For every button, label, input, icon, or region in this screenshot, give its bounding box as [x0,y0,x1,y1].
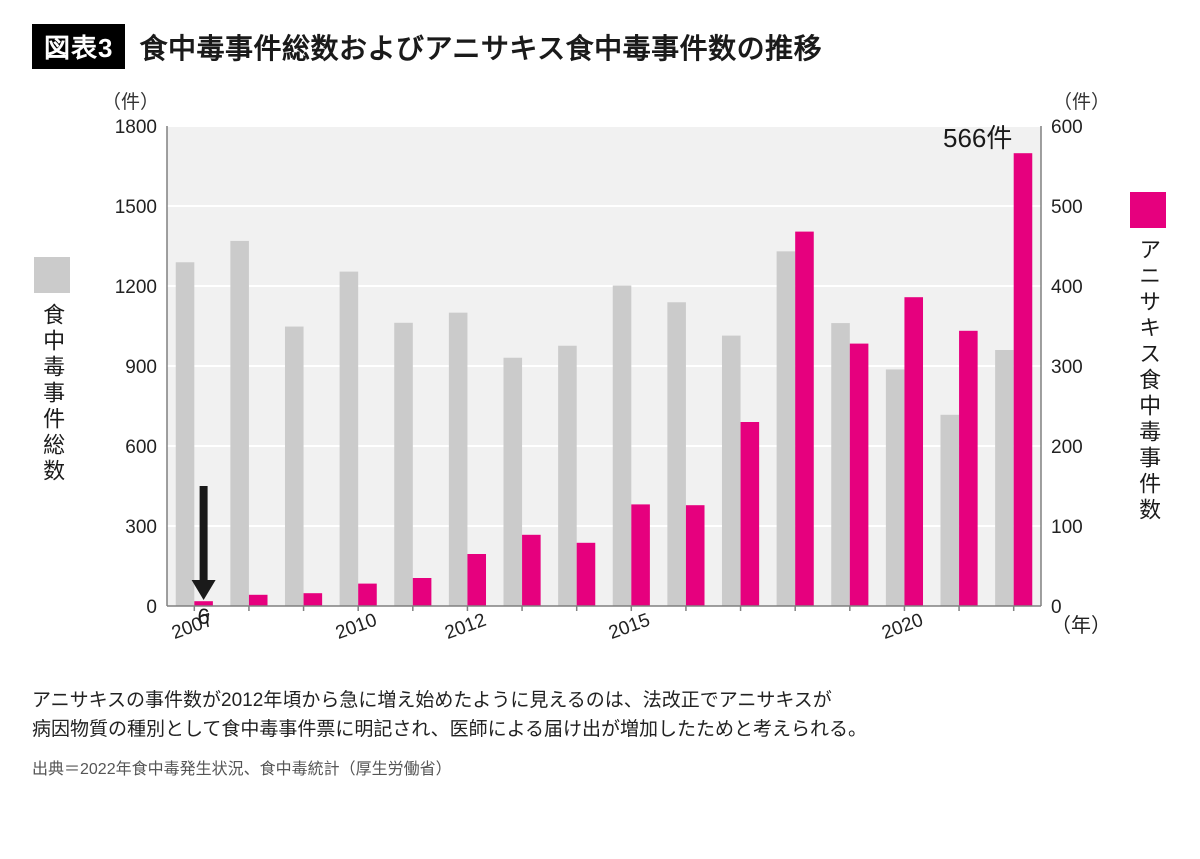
svg-text:6: 6 [197,604,209,629]
legend-label-total: 食中毒事件総数 [40,303,64,485]
footnote: アニサキスの事件数が2012年頃から急に増え始めたように見えるのは、法改正でアニ… [32,686,1168,745]
bar-total [667,302,686,606]
bar-chart: 0300600900120015001800010020030040050060… [80,116,1114,676]
svg-text:300: 300 [1051,357,1083,378]
svg-text:1500: 1500 [115,197,157,218]
legend-left: 食中毒事件総数 [32,257,72,485]
bar-total [285,327,304,606]
bar-total [722,336,741,606]
source: 出典＝2022年食中毒発生状況、食中毒統計（厚生労働省） [32,755,1168,779]
bar-total [777,251,796,606]
svg-text:2020: 2020 [879,610,926,644]
figure-title: 食中毒事件総数およびアニサキス食中毒事件数の推移 [139,27,822,67]
bar-anisakis [850,344,869,606]
bar-total [995,350,1014,606]
svg-text:500: 500 [1051,197,1083,218]
bar-anisakis [467,554,486,606]
bar-anisakis [959,331,978,606]
svg-text:600: 600 [125,437,157,458]
legend-right: アニサキス食中毒事件数 [1128,192,1168,524]
bar-anisakis [249,595,268,606]
bar-total [394,323,413,606]
bar-total [230,241,249,606]
bar-anisakis [904,297,923,606]
bar-anisakis [522,535,541,606]
svg-text:（年）: （年） [1051,614,1111,637]
svg-text:100: 100 [1051,517,1083,538]
svg-text:600: 600 [1051,117,1083,138]
svg-text:2010: 2010 [333,610,380,644]
chart-wrap: 食中毒事件総数 （件） （件） 030060090012001500180001… [32,87,1168,676]
svg-text:2015: 2015 [606,610,653,644]
bar-total [503,358,522,606]
unit-row: （件） （件） [80,87,1114,116]
bar-total [886,369,905,606]
right-unit: （件） [1053,87,1110,114]
svg-text:300: 300 [125,517,157,538]
bar-anisakis [304,593,323,606]
bar-anisakis [741,422,760,606]
bar-total [613,285,632,606]
bar-anisakis [795,232,814,606]
left-unit: （件） [102,87,159,114]
bar-anisakis [1014,153,1033,606]
bar-total [831,323,850,606]
bar-anisakis [358,584,377,606]
legend-swatch-total [34,257,70,293]
svg-text:1800: 1800 [115,117,157,138]
legend-label-anisakis: アニサキス食中毒事件数 [1136,238,1160,524]
footnote-line-1: アニサキスの事件数が2012年頃から急に増え始めたように見えるのは、法改正でアニ… [32,690,832,711]
bar-total [558,346,577,606]
svg-text:900: 900 [125,357,157,378]
bar-total [940,415,959,606]
chart-column: （件） （件） 03006009001200150018000100200300… [80,87,1114,676]
bar-total [176,262,195,606]
figure-badge: 図表3 [32,24,125,69]
svg-text:200: 200 [1051,437,1083,458]
bar-total [449,313,468,606]
svg-text:566件: 566件 [943,123,1012,153]
svg-text:1200: 1200 [115,277,157,298]
bar-anisakis [686,505,705,606]
bar-anisakis [577,543,596,606]
svg-text:2012: 2012 [442,610,489,644]
bar-anisakis [631,504,650,606]
legend-swatch-anisakis [1130,192,1166,228]
footnote-line-2: 病因物質の種別として食中毒事件票に明記され、医師による届け出が増加したためと考え… [32,719,867,740]
svg-text:400: 400 [1051,277,1083,298]
bar-total [340,272,359,606]
figure-header: 図表3 食中毒事件総数およびアニサキス食中毒事件数の推移 [32,24,1168,69]
svg-text:0: 0 [146,597,157,618]
bar-anisakis [413,578,432,606]
